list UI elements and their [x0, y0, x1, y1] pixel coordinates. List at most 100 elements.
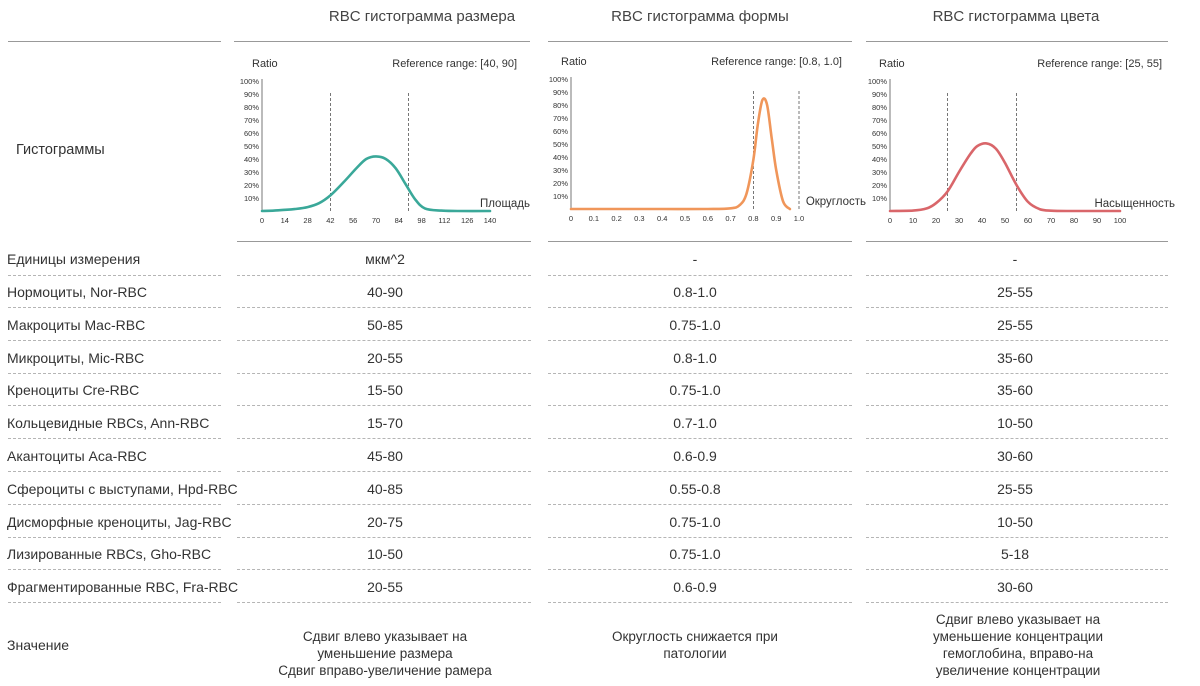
row-divider — [8, 340, 221, 341]
shape-range-value: 0.8-1.0 — [673, 284, 717, 300]
meaning-color: Сдвиг влево указывает на уменьшение конц… — [880, 611, 1156, 679]
row-divider — [548, 307, 852, 308]
size-range-value: 10-50 — [367, 546, 403, 562]
row-label: Макроциты Mac-RBC — [7, 317, 146, 333]
color-range-value: 25-55 — [997, 317, 1033, 333]
x-tick-label: 0 — [888, 216, 892, 225]
y-tick-label: 10% — [244, 194, 259, 203]
row-divider — [8, 471, 221, 472]
row-divider — [548, 275, 852, 276]
row-label: Дисморфные креноциты, Jag-RBC — [7, 514, 232, 530]
y-tick-label: 80% — [872, 103, 887, 112]
x-tick-label: 70 — [372, 216, 380, 225]
x-tick-label: 80 — [1070, 216, 1078, 225]
row-divider — [548, 471, 852, 472]
x-tick-label: 0.9 — [771, 214, 781, 223]
row-divider — [8, 373, 221, 374]
y-tick-label: 10% — [553, 192, 568, 201]
y-tick-label: 60% — [872, 129, 887, 138]
row-divider — [237, 602, 531, 603]
x-tick-label: 140 — [484, 216, 497, 225]
y-axis-label: Ratio — [879, 58, 905, 70]
header-rule-size — [234, 41, 530, 42]
row-divider — [548, 438, 852, 439]
meaning-shape-line: патологии — [663, 646, 727, 661]
x-axis-label: Округлость — [806, 196, 866, 208]
meaning-color-line: гемоглобина, вправо-на — [942, 646, 1094, 661]
y-tick-label: 30% — [553, 166, 568, 175]
row-divider — [548, 602, 852, 603]
row-divider — [8, 602, 221, 603]
y-tick-label: 30% — [244, 168, 259, 177]
x-tick-label: 50 — [1001, 216, 1009, 225]
chart-rule-color — [866, 241, 1168, 242]
y-tick-label: 70% — [553, 114, 568, 123]
color-range-value: 10-50 — [997, 415, 1033, 431]
shape-range-value: 0.75-1.0 — [669, 546, 721, 562]
histogram-curve — [260, 155, 492, 213]
x-tick-label: 60 — [1024, 216, 1032, 225]
row-divider — [548, 537, 852, 538]
row-label: Лизированные RBCs, Gho-RBC — [7, 546, 212, 562]
row-divider — [866, 471, 1168, 472]
color-range-value: 30-60 — [997, 579, 1033, 595]
row-divider — [237, 340, 531, 341]
size-range-value: 20-75 — [367, 514, 403, 530]
shape-range-value: 0.6-0.9 — [673, 448, 717, 464]
size-range-value: 50-85 — [367, 317, 403, 333]
header-rule-shape — [548, 41, 852, 42]
color-range-value: 30-60 — [997, 448, 1033, 464]
size-range-value: 20-55 — [367, 579, 403, 595]
shape-range-value: 0.6-0.9 — [673, 579, 717, 595]
y-tick-label: 80% — [553, 101, 568, 110]
x-axis-label: Площадь — [480, 198, 530, 210]
y-axis-label: Ratio — [561, 56, 587, 68]
y-axis-label: Ratio — [252, 58, 278, 70]
x-tick-label: 0.4 — [657, 214, 667, 223]
row-divider — [866, 602, 1168, 603]
x-tick-label: 0.8 — [748, 214, 758, 223]
x-tick-label: 0.5 — [680, 214, 690, 223]
shape-range-value: 0.8-1.0 — [673, 350, 717, 366]
reference-range-label: Reference range: [0.8, 1.0] — [711, 56, 842, 68]
x-tick-label: 0 — [569, 214, 573, 223]
header-rule-label — [8, 41, 221, 42]
color-histogram-chart: Ratio Reference range: [25, 55] 10% 20% 30% 4… — [868, 58, 1175, 225]
color-range-value: 25-55 — [997, 481, 1033, 497]
x-tick-label: 90 — [1093, 216, 1101, 225]
y-tick-label: 60% — [244, 129, 259, 138]
chart-rule-size — [237, 241, 531, 242]
color-range-value: 25-55 — [997, 284, 1033, 300]
x-tick-label: 0.6 — [703, 214, 713, 223]
histogram-curve — [888, 142, 1122, 213]
row-label-units: Единицы измерения — [7, 251, 141, 267]
x-tick-label: 42 — [326, 216, 334, 225]
row-label: Нормоциты, Nor-RBC — [7, 284, 147, 300]
y-tick-label: 40% — [872, 155, 887, 164]
header-rule-color — [866, 41, 1168, 42]
color-range-value: 35-60 — [997, 350, 1033, 366]
shape-range-value: 0.55-0.8 — [669, 481, 721, 497]
row-divider — [237, 438, 531, 439]
shape-range-value: 0.75-1.0 — [669, 317, 721, 333]
meaning-color-line: увеличение концентрации — [935, 663, 1101, 678]
meaning-size-line: Сдвиг влево указывает на — [302, 629, 468, 644]
row-divider — [866, 504, 1168, 505]
meaning-size-line: уменьшение размера — [317, 646, 453, 661]
units-size: мкм^2 — [365, 251, 405, 267]
y-tick-label: 50% — [553, 140, 568, 149]
row-divider — [8, 405, 221, 406]
row-divider — [8, 537, 221, 538]
size-range-value: 45-80 — [367, 448, 403, 464]
meaning-color-line: Сдвиг влево указывает на — [935, 612, 1101, 627]
row-label-histograms: Гистограммы — [16, 142, 105, 158]
y-tick-label: 50% — [872, 142, 887, 151]
row-divider — [237, 405, 531, 406]
row-divider — [866, 307, 1168, 308]
row-divider — [866, 340, 1168, 341]
histogram-curve — [569, 97, 792, 211]
row-divider — [548, 504, 852, 505]
x-tick-label: 28 — [303, 216, 311, 225]
x-tick-label: 126 — [461, 216, 474, 225]
x-tick-label: 0.7 — [725, 214, 735, 223]
